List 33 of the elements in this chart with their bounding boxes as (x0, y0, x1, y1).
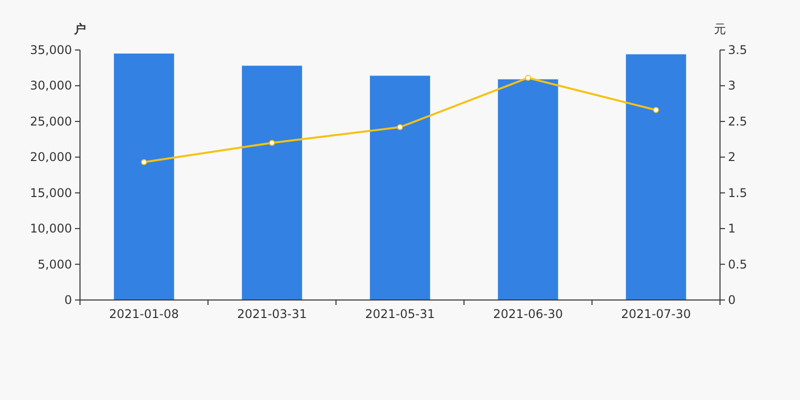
y-tick-label: 25,000 (30, 114, 72, 128)
x-tick-label: 2021-06-30 (493, 307, 563, 321)
y2-tick-label: 3.5 (728, 43, 748, 57)
point (141, 159, 147, 166)
bar (626, 54, 686, 300)
y2-tick-label: 2.5 (728, 114, 748, 128)
y2-tick-label: 3 (728, 78, 736, 93)
y2-axis-title: 元 (714, 22, 726, 36)
y-tick-label: 35,000 (30, 43, 72, 57)
x-tick-label: 2021-07-30 (621, 307, 691, 321)
point (397, 124, 403, 130)
point (269, 140, 275, 146)
y2-tick-label: 1 (728, 222, 736, 236)
x-tick-label: 2021-01-08 (109, 307, 179, 321)
y2-tick-label: 0 (728, 293, 736, 307)
bar (370, 76, 430, 300)
point (525, 74, 531, 81)
y-axis-title: 户 (73, 22, 86, 36)
y-tick-label: 5,000 (38, 257, 72, 272)
y-tick-label: 30,000 (30, 78, 72, 93)
bar (498, 79, 558, 300)
y-tick-label: 0 (64, 293, 72, 307)
y2-tick-label: 2 (728, 150, 736, 164)
x-tick-label: 2021-03-31 (237, 307, 307, 321)
y-tick-label: 10,000 (30, 222, 72, 236)
point (653, 107, 659, 113)
y2-tick-label: 1.5 (728, 186, 748, 200)
y-tick-label: 15,000 (30, 186, 72, 200)
bar (114, 54, 174, 300)
x-tick-label: 2021-05-31 (365, 307, 435, 321)
y2-tick-label: 0.5 (728, 257, 748, 272)
bar (242, 66, 302, 300)
y-tick-label: 20,000 (30, 150, 72, 164)
